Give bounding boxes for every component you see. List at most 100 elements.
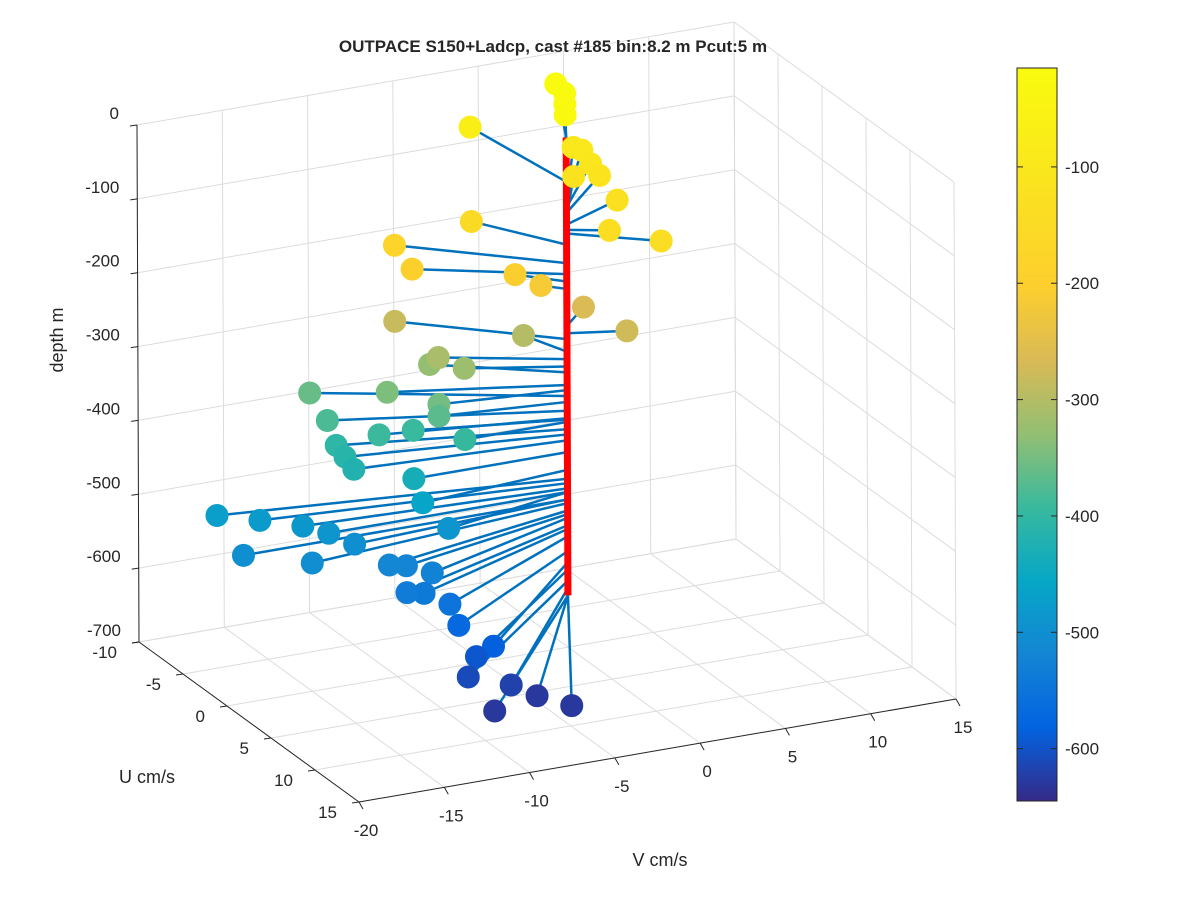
grid-line	[182, 570, 781, 675]
grid-line	[735, 390, 956, 552]
vector-tip-marker	[367, 423, 391, 447]
x-tick-mark	[614, 757, 620, 766]
grid-line	[734, 243, 956, 404]
vector-tip-marker	[615, 319, 639, 343]
vector-tip-marker	[456, 665, 480, 689]
velocity-vector-line	[431, 516, 569, 575]
vector-tip-marker	[587, 163, 611, 187]
x-tick-label: -15	[439, 806, 464, 825]
vector-tip-marker	[649, 229, 673, 253]
x-tick-label: -20	[354, 821, 379, 840]
z-tick-label: -100	[85, 178, 119, 197]
grid-line	[777, 53, 781, 572]
grid-line	[733, 21, 955, 183]
velocity-vector-line	[354, 498, 568, 546]
z-tick-mark	[130, 272, 138, 275]
vector-tip-marker	[291, 514, 315, 538]
x-tick-label: -10	[524, 792, 549, 811]
velocity-vector-line	[388, 509, 568, 567]
x-tick-mark	[358, 801, 364, 810]
y-tick-label: 0	[196, 707, 205, 726]
z-tick-label: -700	[87, 621, 121, 640]
colorbar-tick-label: -200	[1065, 274, 1099, 293]
grid-line	[270, 634, 869, 739]
grid-line	[137, 95, 735, 200]
chart-title: OUTPACE S150+Ladcp, cast #185 bin:8.2 m …	[339, 37, 767, 56]
vector-tip-marker	[459, 209, 483, 233]
vector-tip-marker	[427, 404, 451, 428]
vector-tip-marker	[483, 699, 507, 723]
grid-line	[650, 553, 872, 715]
z-tick-mark	[130, 198, 138, 201]
vector-tip-marker	[411, 491, 435, 515]
z-tick-mark	[130, 346, 138, 349]
vector-tip-marker	[553, 103, 577, 127]
velocity-vector-line	[328, 490, 568, 535]
grid-line	[734, 317, 956, 478]
x-tick-label: 5	[788, 747, 797, 766]
velocity-vector-line	[412, 267, 567, 276]
vector-tip-marker	[464, 645, 488, 669]
vector-tip-marker	[525, 684, 549, 708]
x-axis-label: V cm/s	[632, 850, 687, 870]
y-tick-mark	[131, 641, 140, 644]
grid-line	[138, 538, 737, 643]
vector-tip-marker	[375, 380, 399, 404]
y-axis-label: U cm/s	[119, 767, 175, 787]
vector-tip-marker	[512, 323, 536, 347]
y-tick-label: 5	[240, 739, 249, 758]
grid-line	[953, 181, 957, 700]
y-tick-label: -10	[92, 643, 117, 662]
y-tick-mark	[219, 705, 228, 708]
grid-line	[733, 95, 955, 257]
grid-line	[733, 21, 737, 540]
axes-grid	[136, 21, 957, 803]
vector-tip-marker	[529, 273, 553, 297]
grid-line	[226, 602, 825, 707]
velocity-vector-line	[449, 535, 569, 606]
profile-line	[562, 137, 572, 596]
vector-tip-marker	[400, 257, 424, 281]
velocity-vector-line	[353, 439, 568, 471]
depth-profile-line	[562, 137, 572, 596]
velocity-vector-line	[423, 527, 569, 595]
colorbar: -100 -200 -300 -400 -500 -600	[1016, 67, 1099, 802]
velocity-vector-line	[535, 595, 570, 697]
z-tick-mark	[131, 493, 139, 496]
z-tick-mark	[131, 419, 139, 422]
velocity-vector-line	[464, 420, 568, 441]
grid-line	[565, 568, 786, 729]
vector-tip-marker	[458, 115, 482, 139]
z-tick-mark	[131, 567, 139, 570]
velocity-vector-line	[243, 498, 568, 557]
z-axis-label: depth m	[47, 307, 67, 372]
vector-tip-marker	[395, 581, 419, 605]
z-tick-label: -400	[86, 399, 120, 418]
vector-tip-marker	[298, 381, 322, 405]
vector-tip-marker	[503, 263, 527, 287]
velocity-vector-line	[471, 220, 567, 246]
grid-line	[477, 66, 481, 584]
x-tick-mark	[529, 772, 535, 780]
grid-line	[648, 36, 652, 554]
vector-tip-marker	[426, 346, 450, 370]
colorbar-tick-label: -600	[1065, 740, 1099, 759]
grid-line	[479, 582, 701, 744]
velocity-vector-line	[438, 388, 568, 406]
x-axis-line	[358, 698, 957, 803]
colorbar-tick-label: -100	[1065, 158, 1099, 177]
grid-line	[734, 169, 955, 331]
grid-line	[138, 390, 736, 495]
vector-tip-marker	[420, 561, 444, 585]
grid-line	[821, 85, 825, 604]
grid-line	[909, 149, 913, 668]
vector-tip-marker	[447, 613, 471, 637]
vector-tip-marker	[571, 295, 595, 319]
velocity-vector-line	[429, 363, 568, 374]
z-tick-label: -300	[86, 326, 120, 345]
x-tick-mark	[784, 728, 790, 736]
x-tick-mark	[699, 742, 705, 751]
x-tick-mark	[443, 787, 449, 795]
velocity-vector-line	[302, 487, 568, 528]
tick-labels: 0-100-200-300-400-500-600-700-10-5051015…	[85, 104, 972, 840]
